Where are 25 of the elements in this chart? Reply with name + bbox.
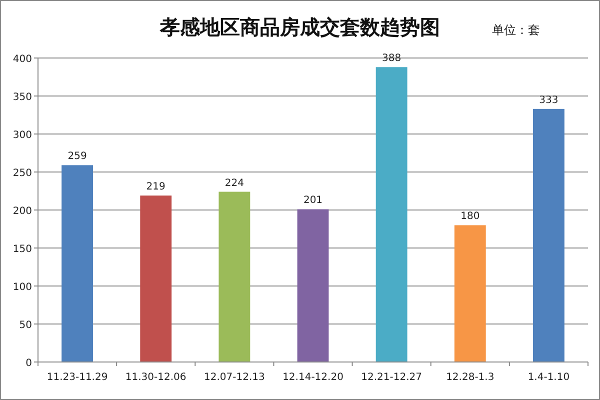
- xtick: 12.21-12.27: [361, 372, 422, 383]
- data-label: 333: [539, 94, 558, 106]
- xtick: 12.14-12.20: [282, 372, 344, 383]
- data-label: 180: [460, 211, 480, 222]
- data-label: 201: [303, 195, 323, 206]
- ytick: 350: [12, 92, 32, 103]
- ytick: 200: [12, 206, 32, 217]
- data-label: 224: [224, 178, 244, 189]
- ytick: 150: [12, 244, 32, 255]
- xtick: 11.23-11.29: [46, 372, 108, 383]
- annotation: 单位：套: [492, 23, 540, 37]
- data-label: 259: [68, 151, 87, 162]
- ytick: 50: [19, 320, 32, 331]
- xtick: 12.07-12.13: [204, 372, 265, 383]
- title: 孝感地区商品房成交套数趋势图: [160, 15, 440, 39]
- data-label: 219: [146, 182, 166, 193]
- data-label: 388: [382, 53, 402, 64]
- ytick: 250: [12, 168, 32, 179]
- ytick: 100: [12, 282, 32, 293]
- ytick: 300: [12, 130, 32, 141]
- ytick: 0: [26, 358, 32, 369]
- xtick: 1.4-1.10: [528, 372, 570, 383]
- xtick: 11.30-12.06: [125, 372, 186, 383]
- xtick: 12.28-1.3: [446, 372, 494, 383]
- ytick: 400: [12, 54, 32, 65]
